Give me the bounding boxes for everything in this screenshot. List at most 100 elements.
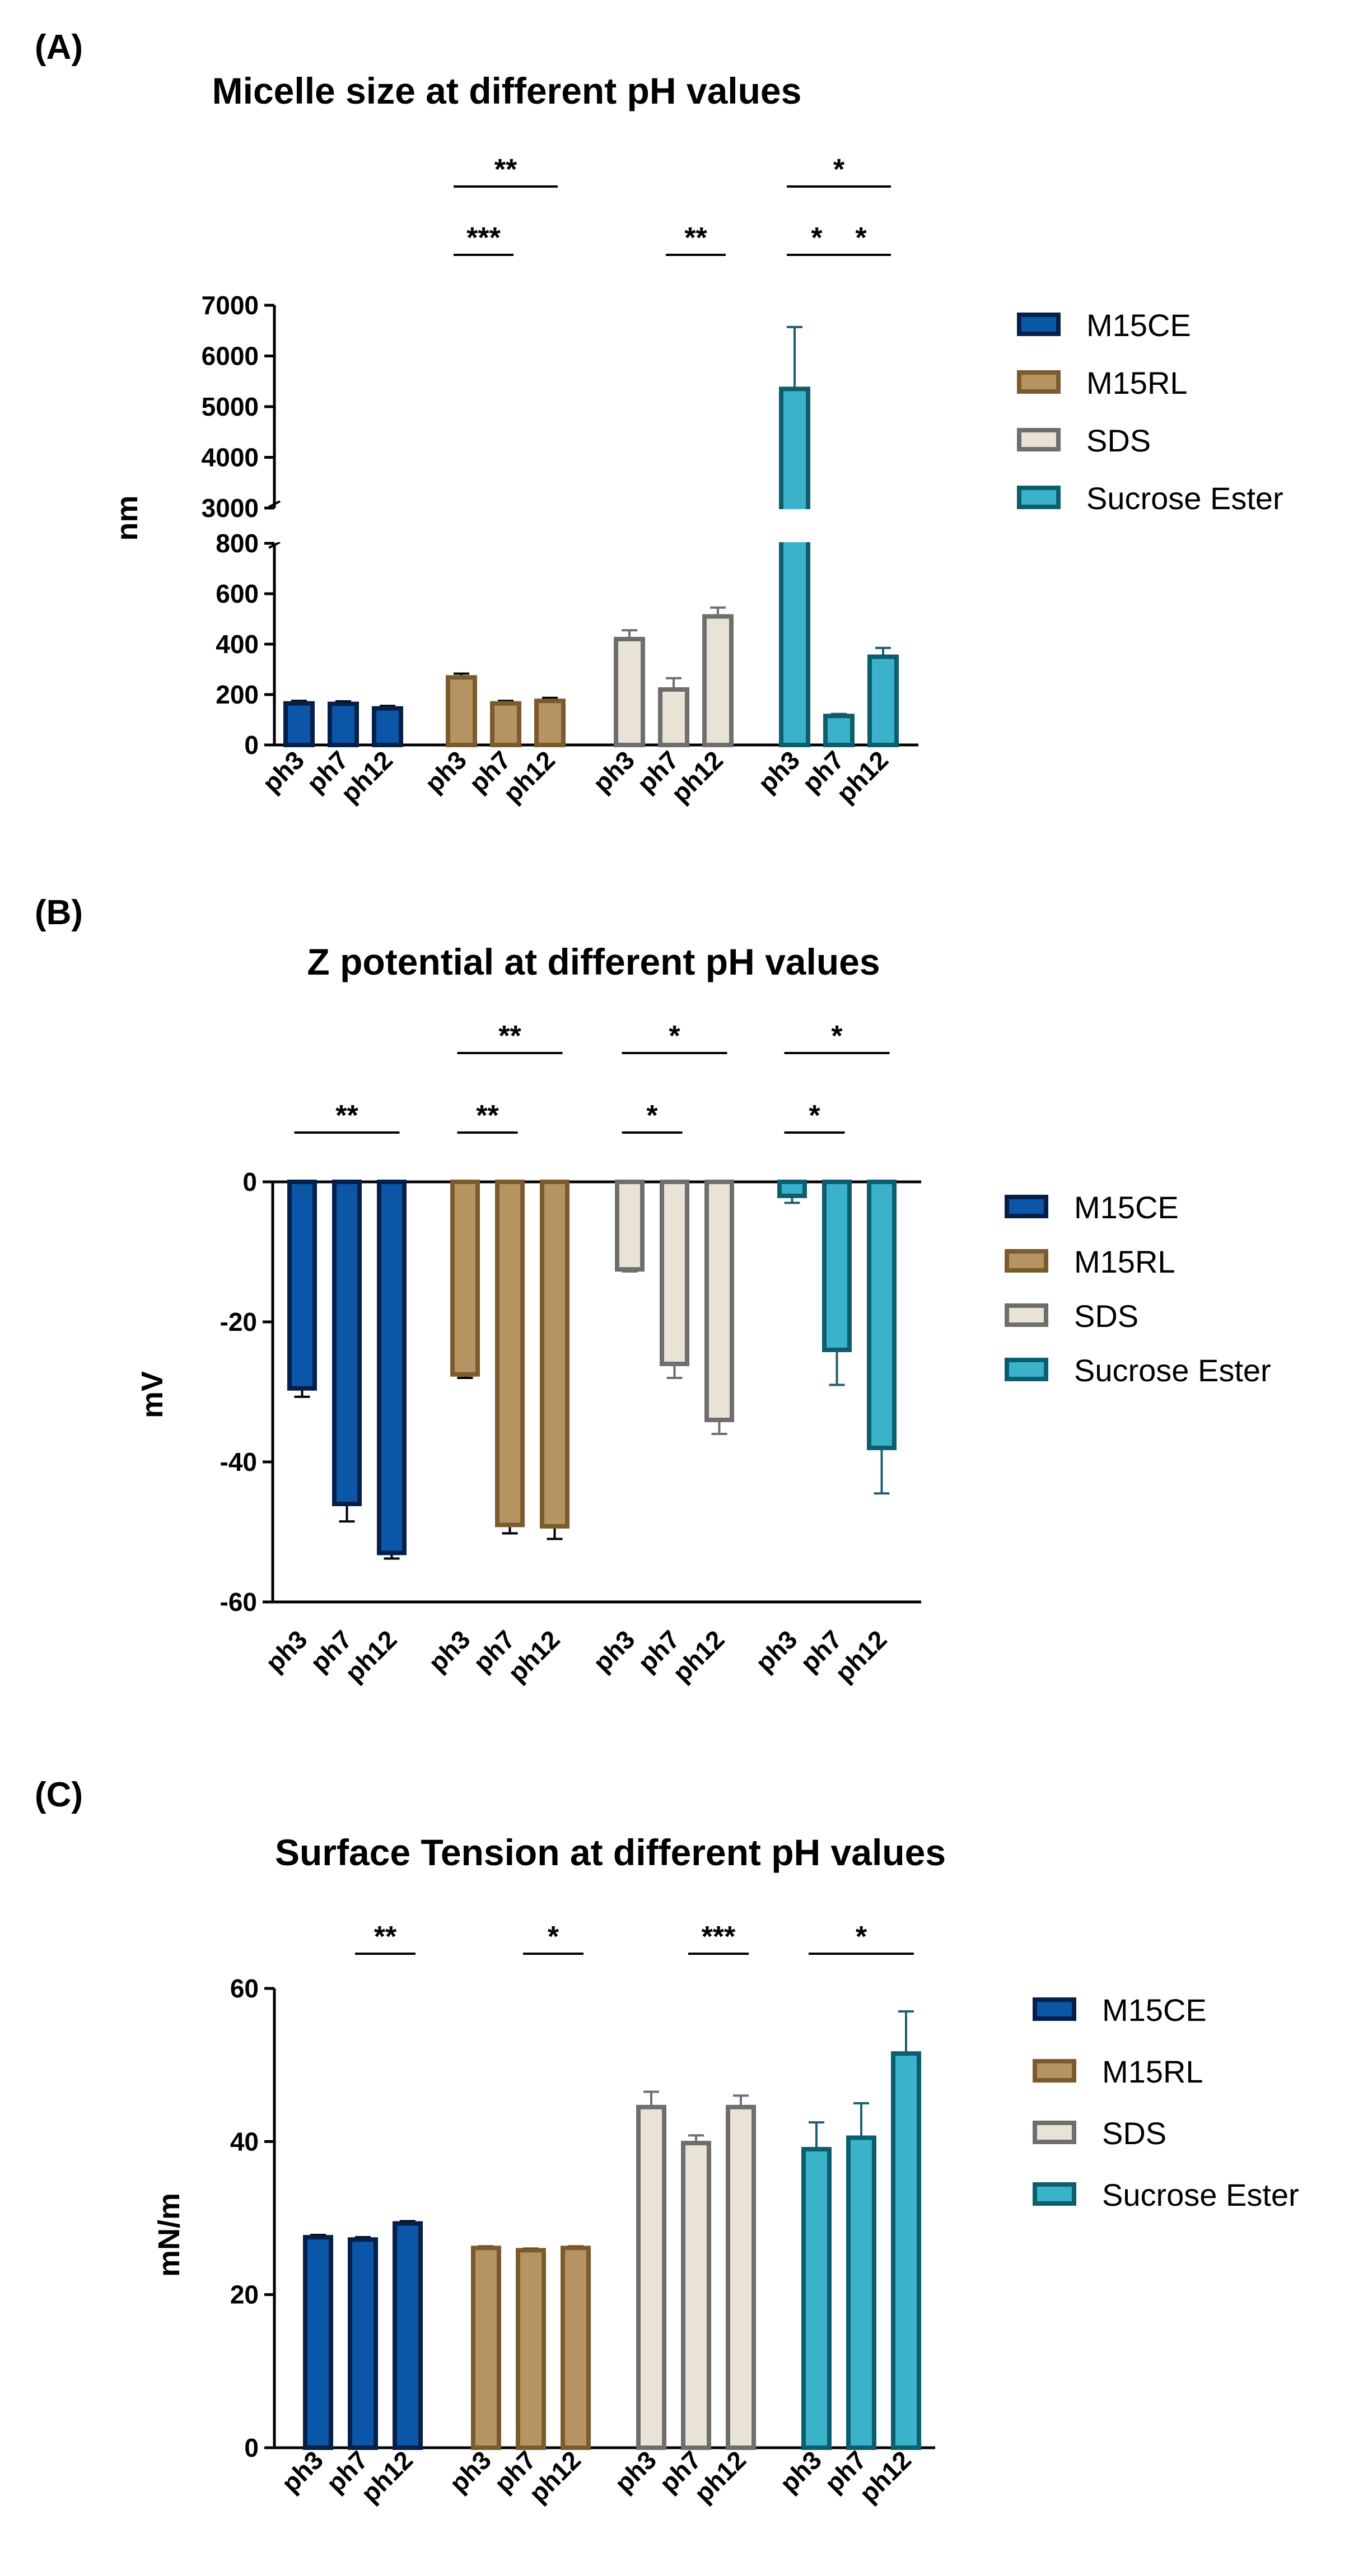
panel-label: (B) [35, 893, 83, 932]
bars [283, 325, 899, 748]
significance-label: * [856, 1921, 867, 1953]
chart-title: Z potential at different pH values [307, 941, 880, 982]
significance-label: * [646, 1100, 658, 1132]
legend-label: Sucrose Ester [1102, 2177, 1299, 2212]
y-tick-label: 40 [230, 2127, 259, 2156]
chart-title: Surface Tension at different pH values [275, 1832, 946, 1873]
legend-swatch [1005, 1249, 1048, 1273]
x-tick-label: ph12 [853, 2445, 917, 2508]
legend-label: M15CE [1102, 1992, 1207, 2028]
x-tick-label: ph12 [355, 2445, 418, 2508]
y-axis-label: mV [136, 1371, 169, 1418]
legend-label: M15CE [1074, 1190, 1179, 1225]
y-tick-label: 6000 [202, 342, 259, 371]
chart-title: Micelle size at different pH values [212, 70, 802, 111]
legend: M15CE M15RL SDS Sucrose Ester [1005, 1190, 1271, 1388]
y-tick-label: 0 [244, 730, 259, 760]
y-tick-label: 0 [242, 1167, 257, 1196]
legend-swatch [1017, 486, 1061, 509]
legend-label: M15RL [1102, 2054, 1203, 2089]
legend-label: SDS [1074, 1298, 1138, 1334]
bar [636, 2104, 666, 2450]
significance-label: * [669, 1020, 680, 1052]
x-tick-label: ph12 [335, 745, 398, 808]
x-tick-label: ph3 [587, 1624, 641, 1678]
bar [303, 2235, 333, 2451]
legend: M15CE M15RL SDS Sucrose Ester [1017, 308, 1283, 516]
bar [348, 2237, 378, 2450]
significance-label: ** [498, 1020, 521, 1052]
x-tick-label: ph12 [667, 1624, 730, 1688]
bar [891, 2051, 921, 2451]
panel-label: (C) [35, 1776, 83, 1814]
bar [867, 1180, 897, 1450]
x-tick-label: ph12 [497, 745, 561, 808]
bar [702, 614, 734, 747]
bar [332, 1180, 362, 1506]
legend-label: SDS [1086, 423, 1151, 458]
axis-break-gap [276, 509, 920, 542]
significance-annotations: ********** [454, 153, 891, 256]
y-tick-label: 60 [230, 1974, 259, 2003]
legend-label: M15RL [1086, 365, 1188, 400]
x-tick-label: ph12 [339, 1624, 403, 1688]
y-tick-label: -40 [220, 1447, 257, 1476]
y-axis-label: mN/m [152, 2193, 186, 2277]
axis-break-mark [268, 541, 281, 549]
legend-label: M15CE [1086, 308, 1191, 343]
y-tick-label: -60 [220, 1587, 257, 1617]
bar [846, 2135, 876, 2450]
legend-swatch [1005, 1195, 1048, 1218]
x-tick-label: ph12 [665, 745, 729, 808]
legend-swatch [1033, 2059, 1076, 2083]
significance-label: * [855, 222, 867, 254]
x-tick-label: ph3 [587, 745, 640, 798]
bar [283, 701, 315, 747]
significance-label: ** [494, 153, 517, 186]
bar [377, 1180, 407, 1555]
bar [328, 701, 359, 748]
legend-swatch [1017, 428, 1061, 451]
legend-label: Sucrose Ester [1074, 1353, 1271, 1388]
legend-swatch [1033, 2182, 1076, 2206]
x-tick-label: ph12 [829, 1624, 893, 1688]
bar [287, 1180, 317, 1391]
y-tick-label: 4000 [202, 443, 259, 472]
x-tick-label: ph3 [256, 745, 310, 798]
panel-label: (A) [35, 28, 83, 67]
bar [615, 1180, 645, 1272]
y-tick-label: 3000 [202, 493, 259, 523]
significance-label: ** [374, 1921, 397, 1953]
bars [287, 1180, 897, 1560]
bar [681, 2141, 711, 2450]
significance-label: * [833, 153, 845, 186]
legend-label: Sucrose Ester [1086, 481, 1283, 516]
bar [801, 2147, 832, 2450]
y-tick-label: 0 [244, 2433, 259, 2462]
y-axis-label: nm [110, 496, 144, 541]
significance-label: * [811, 222, 823, 254]
axis-break-mark [268, 500, 281, 508]
x-tick-label: ph3 [609, 2445, 662, 2498]
x-tick-label: ph3 [419, 745, 472, 798]
x-tick-label: ph12 [523, 2445, 586, 2508]
legend-swatch [1033, 2121, 1076, 2144]
bar [450, 1180, 480, 1377]
bar [777, 1180, 807, 1198]
significance-annotations: ** * *** * [355, 1921, 914, 1955]
legend-swatch [1005, 1303, 1048, 1327]
legend-label: M15RL [1074, 1244, 1175, 1279]
bar [540, 1180, 570, 1529]
legend-swatch [1017, 370, 1061, 394]
panel-a: (A) Micelle size at different pH values nm… [35, 28, 1283, 808]
significance-label: * [548, 1921, 559, 1953]
x-tick-label: ph12 [830, 745, 894, 808]
x-tick-label: ph3 [750, 1624, 803, 1678]
legend-swatch [1017, 313, 1061, 336]
x-tick-label: ph3 [444, 2445, 497, 2498]
y-tick-label: 400 [216, 630, 259, 659]
bar [660, 1180, 689, 1366]
